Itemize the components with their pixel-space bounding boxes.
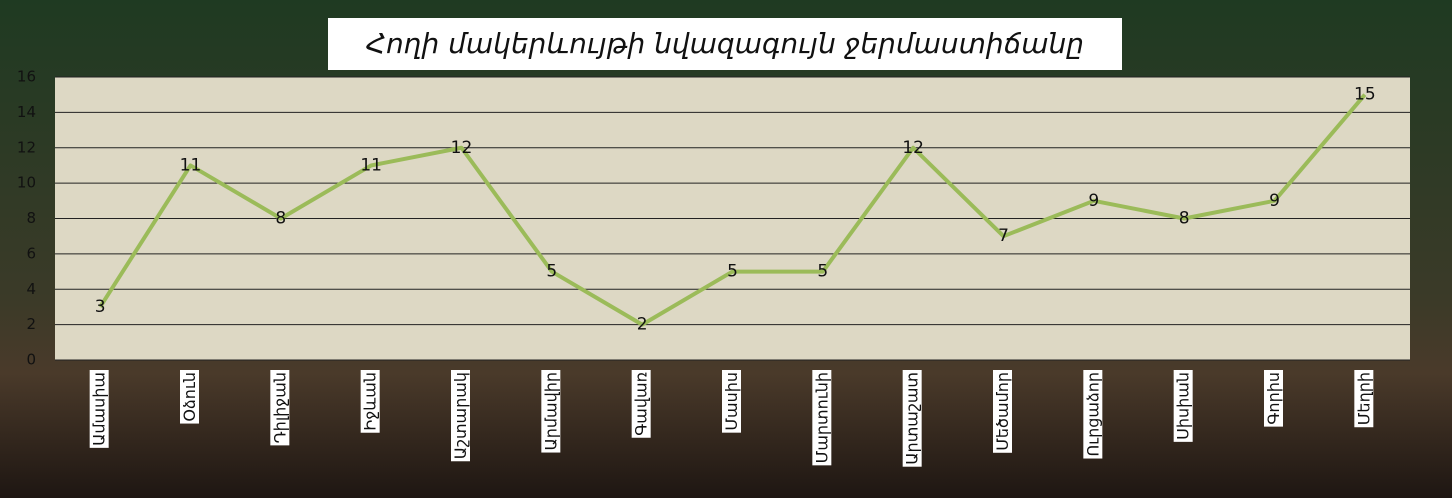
y-tick-label: 0 xyxy=(26,351,36,369)
x-tick-box xyxy=(451,370,470,462)
x-tick-label: Մասիս xyxy=(722,372,741,431)
x-tick-box xyxy=(1173,370,1193,442)
y-tick-label: 4 xyxy=(26,280,36,298)
x-tick-box xyxy=(1083,370,1103,459)
x-tick-box xyxy=(180,370,199,424)
data-label: 3 xyxy=(95,297,106,317)
x-tick: Մասիս xyxy=(722,370,741,433)
x-tick: Աշտարակ xyxy=(451,370,470,462)
chart-title: Հողի մակերևույթի նվազագույն ջերմաստիճանը xyxy=(366,27,1084,60)
x-tick-box xyxy=(360,370,380,433)
data-label: 8 xyxy=(1179,209,1190,229)
x-tick: Իջևան xyxy=(360,370,380,433)
data-label: 8 xyxy=(275,209,286,229)
x-tick-label: Մեծամոր xyxy=(993,372,1012,451)
data-label: 9 xyxy=(1269,191,1280,211)
x-tick: Մարտունի xyxy=(812,370,832,466)
x-tick-label: Ամասիա xyxy=(90,372,109,446)
data-label: 9 xyxy=(1088,191,1099,211)
x-tick: Մեղրի xyxy=(1354,370,1374,428)
data-label: 7 xyxy=(998,226,1009,246)
x-tick-label: Արտաշատ xyxy=(903,372,922,465)
y-tick-label: 8 xyxy=(26,209,36,227)
y-tick-label: 12 xyxy=(17,138,36,156)
x-tick-label: Աշտարակ xyxy=(451,372,470,459)
x-tick-box xyxy=(812,370,832,466)
x-tick: Գավառ xyxy=(631,370,651,438)
x-tick-box xyxy=(1264,370,1283,427)
x-tick-label: Ուրցաձոր xyxy=(1083,372,1102,457)
y-tick-label: 16 xyxy=(17,68,36,86)
x-tick: Արտաշատ xyxy=(902,370,922,467)
y-tick-label: 10 xyxy=(17,174,36,192)
title-box xyxy=(328,18,1122,70)
data-label: 5 xyxy=(546,262,557,282)
line xyxy=(98,93,1367,327)
data-label: 12 xyxy=(902,138,924,158)
x-tick-label: Արմավիր xyxy=(541,372,560,451)
x-tick-label: Մարտունի xyxy=(812,372,831,463)
data-label: 12 xyxy=(451,138,473,158)
x-tick-label: Դիլիջան xyxy=(270,372,289,443)
x-tick-label: Գորիս xyxy=(1264,372,1283,425)
y-tick-label: 14 xyxy=(17,103,36,121)
x-tick-label: Սիսիան xyxy=(1174,372,1193,440)
data-label: 15 xyxy=(1354,85,1376,105)
x-tick-box xyxy=(270,370,290,446)
x-tick-box xyxy=(631,370,651,438)
x-tick: Գորիս xyxy=(1264,370,1283,427)
x-tick-label: Մեղրի xyxy=(1354,372,1373,425)
x-tick-box xyxy=(902,370,922,467)
x-tick-label: Օձուն xyxy=(180,372,199,422)
x-tick-box xyxy=(722,370,741,433)
x-tick: Արմավիր xyxy=(541,370,561,453)
data-label: 5 xyxy=(727,262,738,282)
x-tick-label: Գավառ xyxy=(632,372,651,436)
data-label: 2 xyxy=(637,315,648,335)
x-tick-box xyxy=(993,370,1012,453)
data-label: 11 xyxy=(180,155,202,175)
x-tick: Օձուն xyxy=(180,370,199,424)
data-label: 5 xyxy=(817,262,828,282)
data-label: 11 xyxy=(360,155,382,175)
x-tick: Մեծամոր xyxy=(993,370,1012,453)
x-tick: Ուրցաձոր xyxy=(1083,370,1103,459)
x-tick: Ամասիա xyxy=(89,370,109,448)
x-tick-box xyxy=(89,370,109,448)
x-tick-label: Իջևան xyxy=(361,372,380,431)
x-tick-box xyxy=(541,370,561,453)
x-tick: Սիսիան xyxy=(1173,370,1193,442)
x-tick: Դիլիջան xyxy=(270,370,290,446)
y-tick-label: 2 xyxy=(26,315,36,333)
y-tick-label: 6 xyxy=(26,244,36,262)
x-tick-box xyxy=(1354,370,1374,428)
